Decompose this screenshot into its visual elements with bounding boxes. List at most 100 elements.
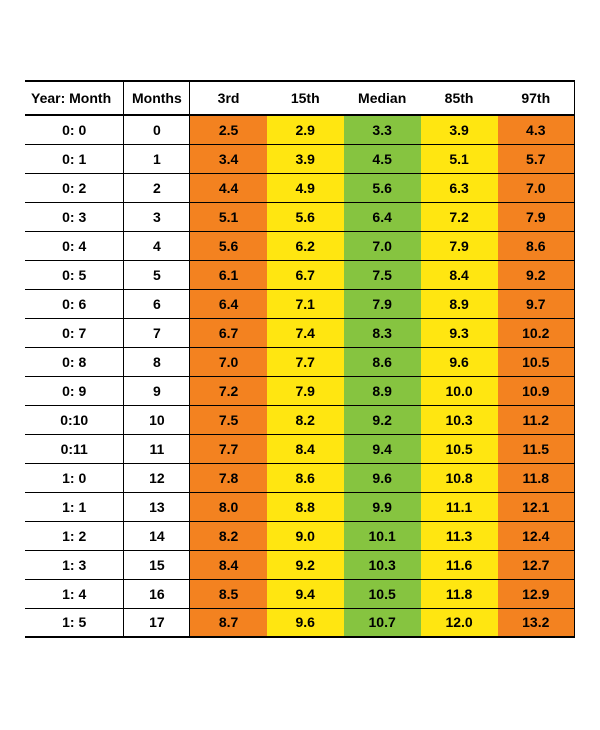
cell-97th: 8.6 [498,231,575,260]
cell-97th: 13.2 [498,608,575,637]
cell-15th: 5.6 [267,202,344,231]
table-body: 0: 002.52.93.33.94.30: 113.43.94.55.15.7… [25,115,575,637]
cell-3rd: 6.7 [190,318,267,347]
cell-months: 17 [124,608,190,637]
cell-97th: 10.2 [498,318,575,347]
table-row: 0: 776.77.48.39.310.2 [25,318,575,347]
cell-15th: 9.6 [267,608,344,637]
cell-median: 9.6 [344,463,421,492]
cell-3rd: 5.6 [190,231,267,260]
cell-15th: 8.2 [267,405,344,434]
table-row: 1: 3158.49.210.311.612.7 [25,550,575,579]
cell-15th: 8.4 [267,434,344,463]
cell-97th: 5.7 [498,144,575,173]
cell-97th: 11.2 [498,405,575,434]
table-header-row: Year: Month Months 3rd 15th Median 85th … [25,81,575,115]
cell-3rd: 5.1 [190,202,267,231]
cell-median: 9.9 [344,492,421,521]
cell-median: 5.6 [344,173,421,202]
table-row: 1: 2148.29.010.111.312.4 [25,521,575,550]
cell-3rd: 3.4 [190,144,267,173]
cell-months: 16 [124,579,190,608]
cell-3rd: 7.5 [190,405,267,434]
cell-year-month: 0: 3 [25,202,124,231]
table-row: 0: 335.15.66.47.27.9 [25,202,575,231]
cell-85th: 6.3 [421,173,498,202]
cell-year-month: 1: 4 [25,579,124,608]
col-months: Months [124,81,190,115]
table-row: 0:11117.78.49.410.511.5 [25,434,575,463]
cell-85th: 7.2 [421,202,498,231]
col-85th: 85th [421,81,498,115]
cell-months: 14 [124,521,190,550]
cell-3rd: 7.8 [190,463,267,492]
cell-median: 10.7 [344,608,421,637]
cell-15th: 9.4 [267,579,344,608]
cell-85th: 8.4 [421,260,498,289]
cell-months: 1 [124,144,190,173]
cell-15th: 9.2 [267,550,344,579]
cell-85th: 7.9 [421,231,498,260]
cell-median: 10.5 [344,579,421,608]
cell-median: 9.2 [344,405,421,434]
cell-months: 6 [124,289,190,318]
cell-85th: 10.0 [421,376,498,405]
table-row: 1: 1138.08.89.911.112.1 [25,492,575,521]
col-3rd: 3rd [190,81,267,115]
cell-3rd: 6.1 [190,260,267,289]
cell-year-month: 1: 3 [25,550,124,579]
cell-months: 7 [124,318,190,347]
cell-3rd: 7.0 [190,347,267,376]
cell-months: 4 [124,231,190,260]
cell-3rd: 7.7 [190,434,267,463]
cell-median: 10.1 [344,521,421,550]
cell-97th: 7.9 [498,202,575,231]
cell-median: 7.5 [344,260,421,289]
cell-year-month: 0: 8 [25,347,124,376]
cell-months: 2 [124,173,190,202]
cell-85th: 11.6 [421,550,498,579]
cell-85th: 10.5 [421,434,498,463]
cell-year-month: 1: 5 [25,608,124,637]
cell-15th: 2.9 [267,115,344,144]
cell-15th: 9.0 [267,521,344,550]
cell-97th: 12.4 [498,521,575,550]
cell-year-month: 0: 4 [25,231,124,260]
cell-15th: 7.9 [267,376,344,405]
cell-months: 8 [124,347,190,376]
cell-median: 8.3 [344,318,421,347]
col-median: Median [344,81,421,115]
cell-3rd: 8.5 [190,579,267,608]
cell-3rd: 8.7 [190,608,267,637]
cell-97th: 4.3 [498,115,575,144]
cell-3rd: 2.5 [190,115,267,144]
col-15th: 15th [267,81,344,115]
cell-97th: 9.7 [498,289,575,318]
cell-15th: 7.4 [267,318,344,347]
table-row: 0: 997.27.98.910.010.9 [25,376,575,405]
cell-97th: 12.1 [498,492,575,521]
table-row: 0: 113.43.94.55.15.7 [25,144,575,173]
cell-85th: 11.3 [421,521,498,550]
cell-97th: 12.9 [498,579,575,608]
cell-months: 0 [124,115,190,144]
cell-months: 10 [124,405,190,434]
cell-85th: 11.1 [421,492,498,521]
cell-median: 4.5 [344,144,421,173]
cell-median: 7.0 [344,231,421,260]
cell-15th: 7.7 [267,347,344,376]
cell-15th: 6.2 [267,231,344,260]
cell-year-month: 0: 1 [25,144,124,173]
cell-year-month: 0: 6 [25,289,124,318]
table-row: 0: 002.52.93.33.94.3 [25,115,575,144]
cell-85th: 12.0 [421,608,498,637]
cell-year-month: 0: 5 [25,260,124,289]
table-row: 1: 5178.79.610.712.013.2 [25,608,575,637]
cell-85th: 9.6 [421,347,498,376]
cell-85th: 5.1 [421,144,498,173]
cell-median: 3.3 [344,115,421,144]
cell-median: 7.9 [344,289,421,318]
cell-months: 13 [124,492,190,521]
cell-year-month: 0:11 [25,434,124,463]
cell-15th: 6.7 [267,260,344,289]
